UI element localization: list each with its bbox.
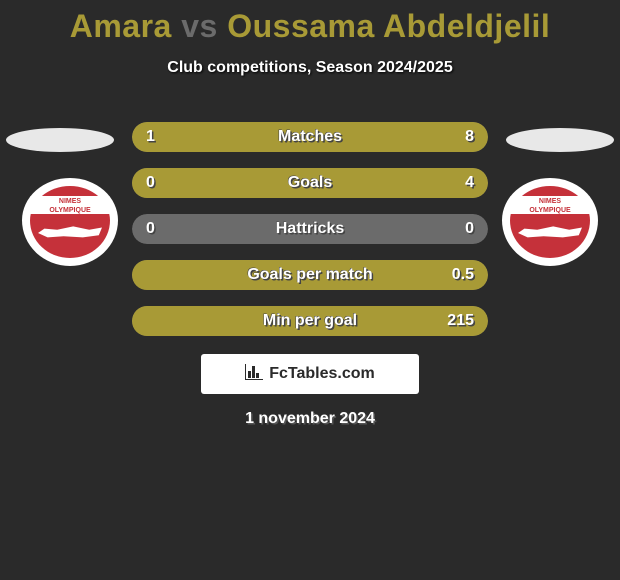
stat-value-left: 1 [146,122,155,152]
comparison-title: Amara vs Oussama Abdeldjelil [0,0,620,45]
stat-row: Hattricks0 0 [132,214,488,244]
stat-value-right: 8 [465,122,474,152]
player2-club-crest: NIMESOLYMPIQUE [502,178,598,266]
player2-name: Oussama Abdeldjelil [227,8,550,44]
stats-container: Matches18Goals04Hattricks00Goals per mat… [132,122,488,352]
stat-value-right: 0 [465,214,474,244]
stat-label: Goals [132,168,488,198]
stat-row: Goals0 4 [132,168,488,198]
player1-club-crest: NIMESOLYMPIQUE [22,178,118,266]
stat-label: Min per goal [132,306,488,336]
stat-row: Goals per match0.5 [132,260,488,290]
stat-label: Matches [132,122,488,152]
stat-row: Matches1 8 [132,122,488,152]
player1-name: Amara [70,8,172,44]
stat-label: Hattricks [132,214,488,244]
stat-value-right: 215 [447,306,474,336]
stat-value-left: 0 [146,168,155,198]
snapshot-date: 1 november 2024 [0,410,620,428]
attribution-text: FcTables.com [269,365,375,382]
subtitle: Club competitions, Season 2024/2025 [0,59,620,77]
attribution-badge: FcTables.com [201,354,419,394]
stat-label: Goals per match [132,260,488,290]
vs-text: vs [181,8,218,44]
shadow-ellipse-right [506,128,614,152]
stat-value-right: 0.5 [452,260,474,290]
stat-value-left: 0 [146,214,155,244]
stat-row: Min per goal215 [132,306,488,336]
stat-value-right: 4 [465,168,474,198]
shadow-ellipse-left [6,128,114,152]
chart-icon [245,364,263,380]
